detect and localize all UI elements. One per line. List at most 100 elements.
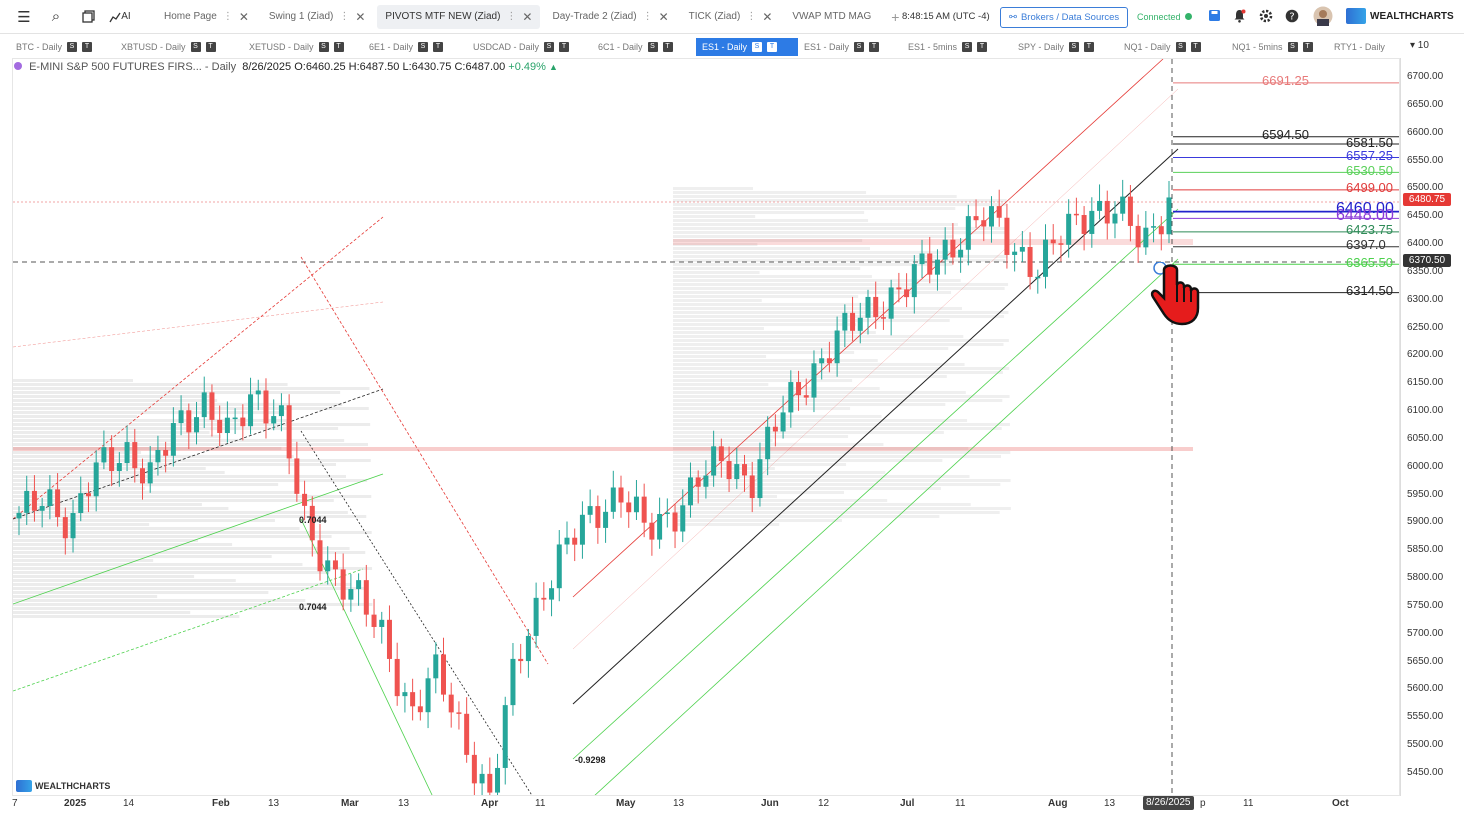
symbol-tab[interactable]: SPY - Daily S T: [1012, 38, 1118, 56]
symbol-tab[interactable]: XETUSD - Daily S T: [243, 38, 363, 56]
trade-badge-icon[interactable]: T: [1302, 42, 1313, 52]
tab-menu-icon[interactable]: ⋮: [222, 11, 233, 22]
tab-tick[interactable]: TICK (Ziad) ⋮ ✕: [681, 5, 781, 29]
gear-icon[interactable]: [1259, 9, 1273, 26]
tab-menu-icon[interactable]: ⋮: [642, 11, 653, 22]
price-tick-label: 6150.00: [1407, 377, 1444, 389]
grid-count-selector[interactable]: ▾ 10: [1410, 40, 1429, 51]
time-tick-label: 2025: [64, 798, 87, 809]
volume-profile-bar: [13, 523, 150, 526]
trade-badge-icon[interactable]: T: [869, 42, 880, 52]
tab-swing-1[interactable]: Swing 1 (Ziad) ⋮ ✕: [261, 5, 374, 29]
symbol-tab[interactable]: XBTUSD - Daily S T: [115, 38, 243, 56]
settings-badge-icon[interactable]: S: [1068, 42, 1079, 52]
symbol-tab[interactable]: 6E1 - Daily S T: [363, 38, 467, 56]
settings-badge-icon[interactable]: S: [962, 42, 973, 52]
candle-body: [595, 506, 601, 528]
trade-badge-icon[interactable]: T: [977, 42, 988, 52]
save-icon[interactable]: [1208, 9, 1221, 25]
trade-badge-icon[interactable]: T: [433, 42, 444, 52]
symbol-tab[interactable]: ES1 - 5mins S T: [902, 38, 1012, 56]
trade-badge-icon[interactable]: T: [1190, 42, 1201, 52]
close-icon[interactable]: ✕: [762, 9, 773, 24]
candle-body: [564, 537, 570, 545]
search-icon[interactable]: ⌕: [51, 8, 61, 25]
tab-menu-icon[interactable]: ⋮: [506, 11, 517, 22]
symbol-tab[interactable]: BTC - Daily S T: [10, 38, 115, 56]
close-icon[interactable]: ✕: [658, 9, 669, 24]
settings-badge-icon[interactable]: S: [854, 42, 865, 52]
settings-badge-icon[interactable]: S: [1175, 42, 1186, 52]
chart-area[interactable]: [12, 58, 1400, 796]
ai-icon[interactable]: AI: [104, 0, 136, 34]
settings-badge-icon[interactable]: S: [318, 42, 329, 52]
menu-icon[interactable]: ☰: [17, 8, 31, 26]
settings-badge-icon[interactable]: S: [752, 42, 763, 52]
candle-body: [687, 477, 693, 506]
symbol-tab[interactable]: USDCAD - Daily S T: [467, 38, 592, 56]
volume-profile-bar: [13, 567, 373, 570]
trade-badge-icon[interactable]: T: [662, 42, 673, 52]
price-axis[interactable]: 6700.00 6650.00 6600.00 6550.00 6500.00 6450.…: [1400, 58, 1452, 796]
avatar[interactable]: [1313, 6, 1333, 29]
settings-badge-icon[interactable]: S: [1287, 42, 1298, 52]
price-tick-label: 5600.00: [1407, 683, 1444, 695]
close-icon[interactable]: ✕: [355, 9, 366, 24]
symbol-tab[interactable]: NQ1 - Daily S T: [1118, 38, 1226, 56]
candle-body: [1012, 251, 1018, 255]
channel-line: [13, 473, 384, 605]
trade-badge-icon[interactable]: T: [559, 42, 570, 52]
price-tick-label: 5500.00: [1407, 739, 1444, 751]
tab-home-page[interactable]: Home Page ⋮ ✕: [156, 5, 257, 29]
chart-info-line: E-MINI S&P 500 FUTURES FIRS... - Daily 8…: [14, 61, 558, 73]
trade-badge-icon[interactable]: T: [82, 42, 93, 52]
tab-vwap-mtd-mag[interactable]: VWAP MTD MAG: [784, 5, 879, 29]
tab-menu-icon[interactable]: ⋮: [339, 11, 350, 22]
volume-profile-bar: [673, 235, 954, 238]
add-tab-button[interactable]: +: [891, 8, 900, 25]
close-icon[interactable]: ✕: [522, 9, 533, 24]
symbol-tab[interactable]: NQ1 - 5mins S T: [1226, 38, 1328, 56]
price-chart[interactable]: [13, 59, 1400, 796]
trade-badge-icon[interactable]: T: [767, 42, 778, 52]
trade-badge-icon[interactable]: T: [333, 42, 344, 52]
settings-badge-icon[interactable]: S: [418, 42, 429, 52]
tab-day-trade-2[interactable]: Day-Trade 2 (Ziad) ⋮ ✕: [544, 5, 676, 29]
candle-body: [1081, 215, 1087, 234]
volume-profile-bar: [673, 387, 880, 390]
tab-label: TICK (Ziad): [688, 11, 741, 22]
symbol-tab[interactable]: ES1 - Daily S T: [696, 38, 798, 56]
candle-body: [896, 287, 902, 290]
brokers-data-sources-button[interactable]: ⚯ Brokers / Data Sources: [1000, 7, 1129, 28]
resistance-zone: [673, 239, 1193, 245]
close-icon[interactable]: ✕: [238, 9, 249, 24]
settings-badge-icon[interactable]: S: [647, 42, 658, 52]
symbol-label: XETUSD - Daily: [249, 42, 314, 52]
volume-profile-bar: [673, 239, 863, 242]
tab-menu-icon[interactable]: ⋮: [746, 11, 757, 22]
price-level-label: 6581.50: [1346, 134, 1393, 150]
tab-pivots-mtf-new[interactable]: PIVOTS MTF NEW (Ziad) ⋮ ✕: [377, 4, 541, 29]
trade-badge-icon[interactable]: T: [1083, 42, 1094, 52]
volume-profile-bar: [13, 391, 341, 394]
symbol-tab[interactable]: ES1 - Daily S T: [798, 38, 902, 56]
candle-body: [765, 426, 771, 460]
candle-body: [201, 392, 207, 418]
settings-badge-icon[interactable]: S: [67, 42, 78, 52]
symbol-tab[interactable]: RTY1 - Daily: [1328, 38, 1418, 56]
candle-body: [811, 363, 817, 398]
volume-profile-bar: [673, 435, 849, 438]
volume-profile-bar: [673, 267, 861, 270]
candle-body: [657, 514, 663, 540]
layout-icon[interactable]: [72, 0, 104, 34]
time-axis[interactable]: 7 2025 14 Feb 13 Mar 13 Apr 11 May 13 Jun 12 Jul 11 Aug…: [0, 796, 1452, 812]
settings-badge-icon[interactable]: S: [190, 42, 201, 52]
collapse-icon[interactable]: ▲: [548, 62, 558, 72]
volume-profile-bar: [13, 455, 294, 458]
settings-badge-icon[interactable]: S: [544, 42, 555, 52]
help-icon[interactable]: ?: [1285, 9, 1299, 26]
trade-badge-icon[interactable]: T: [205, 42, 216, 52]
bell-icon[interactable]: [1233, 9, 1246, 26]
ohlc-low: L:6430.75: [402, 61, 452, 73]
symbol-tab[interactable]: 6C1 - Daily S T: [592, 38, 696, 56]
